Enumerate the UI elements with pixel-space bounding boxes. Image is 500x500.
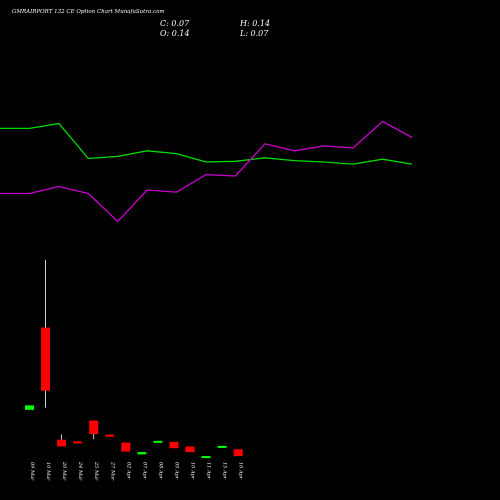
- candle-body: [41, 327, 51, 391]
- candle-body: [105, 434, 115, 437]
- x-tick-label: 27 Mar: [109, 461, 115, 481]
- candle-body: [57, 439, 67, 447]
- close-value: C: 0.07: [160, 19, 190, 28]
- candle-body: [73, 441, 83, 444]
- low-value: L: 0.07: [239, 29, 269, 38]
- candle-body: [121, 442, 131, 452]
- candle-body: [201, 456, 211, 459]
- x-tick-label: 15 Apr: [222, 462, 228, 480]
- indicator-lines: [0, 120, 413, 223]
- x-tick-label: 07 Apr: [141, 462, 147, 480]
- candle-body: [169, 441, 179, 449]
- chart-title: GMRAIRPORT 132 CE Option Chart MunafaSut…: [12, 9, 165, 15]
- x-tick-label: 11 Apr: [206, 462, 212, 480]
- x-tick-label: 10 Apr: [190, 462, 196, 480]
- candle-body: [89, 420, 99, 435]
- candles: [25, 260, 243, 459]
- x-tick-label: 25 Mar: [93, 461, 99, 481]
- candle-body: [137, 452, 147, 455]
- series-line-1: [0, 122, 413, 165]
- x-tick-label: 24 Mar: [77, 461, 83, 481]
- candle-body: [185, 446, 195, 453]
- candle-body: [217, 445, 227, 448]
- high-value: H: 0.14: [239, 19, 270, 28]
- candle-body: [233, 449, 243, 457]
- x-tick-label: 08 Apr: [157, 462, 163, 480]
- x-tick-label: 20 Mar: [61, 461, 67, 481]
- x-tick-label: 02 Apr: [125, 462, 131, 480]
- x-tick-label: 09 Apr: [173, 462, 179, 480]
- x-tick-label: 10 Mar: [45, 462, 51, 481]
- x-tick-label: 09 Mar: [29, 462, 35, 481]
- candle-body: [153, 440, 163, 443]
- candle-body: [25, 405, 34, 410]
- x-axis-labels: 09 Mar 10 Mar 20 Mar 24 Mar 25 Mar 27 Mar 02 A…: [29, 461, 244, 481]
- x-tick-label: 16 Apr: [238, 462, 244, 480]
- open-value: O: 0.14: [160, 29, 190, 38]
- series-line-2: [0, 120, 413, 223]
